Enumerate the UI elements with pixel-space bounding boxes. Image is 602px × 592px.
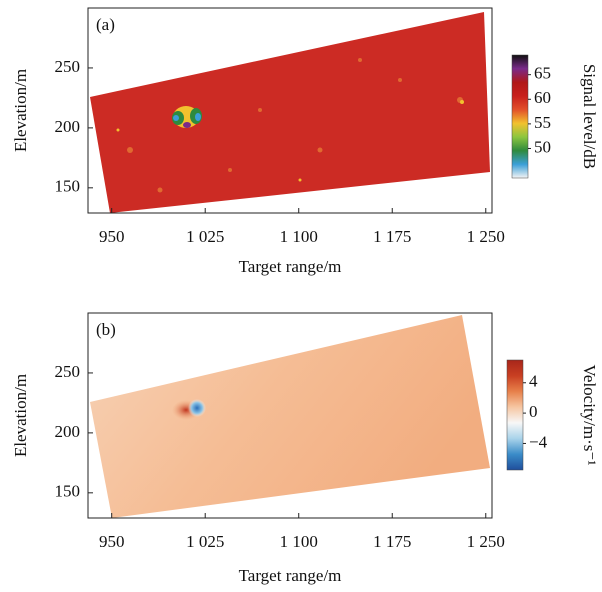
colorbar-label: Signal level/dB	[580, 64, 599, 169]
x-tick-label: 1 175	[373, 532, 411, 551]
y-tick-label: 250	[55, 57, 81, 76]
velocity-field	[90, 315, 490, 518]
colorbar-tick-label: −4	[529, 432, 548, 451]
x-tick-label: 1 175	[373, 227, 411, 246]
colorbar-tick-label: 55	[534, 113, 551, 132]
x-tick-label: 950	[99, 532, 125, 551]
y-tick-label: 150	[55, 177, 81, 196]
y-tick-label: 150	[55, 482, 81, 501]
plot-frame	[87, 312, 493, 519]
x-tick-label: 1 100	[280, 532, 318, 551]
x-axis-label: Target range/m	[239, 257, 342, 276]
colorbar-tick-label: 60	[534, 88, 551, 107]
x-tick-label: 1 250	[467, 532, 505, 551]
x-tick-label: 950	[99, 227, 125, 246]
y-tick-label: 200	[55, 117, 81, 136]
x-tick-label: 1 100	[280, 227, 318, 246]
panel-label: (a)	[96, 15, 115, 34]
colorbar-tick-label: 65	[534, 64, 551, 83]
x-axis-label: Target range/m	[239, 566, 342, 585]
colorbar-label: Velocity/m·s⁻¹	[580, 365, 599, 466]
x-tick-label: 1 250	[467, 227, 505, 246]
panel-label: (b)	[96, 320, 116, 339]
plot-frame	[87, 7, 493, 214]
colorbar	[506, 359, 524, 471]
signal-field	[90, 12, 490, 213]
x-tick-label: 1 025	[186, 227, 224, 246]
y-tick-label: 200	[55, 422, 81, 441]
colorbar-tick-label: 0	[529, 402, 538, 421]
colorbar-tick-label: 50	[534, 137, 551, 156]
y-tick-label: 250	[55, 362, 81, 381]
x-tick-label: 1 025	[186, 532, 224, 551]
colorbar	[511, 54, 529, 179]
y-axis-label: Elevation/m	[11, 69, 30, 152]
y-axis-label: Elevation/m	[11, 374, 30, 457]
colorbar-tick-label: 4	[529, 372, 538, 391]
